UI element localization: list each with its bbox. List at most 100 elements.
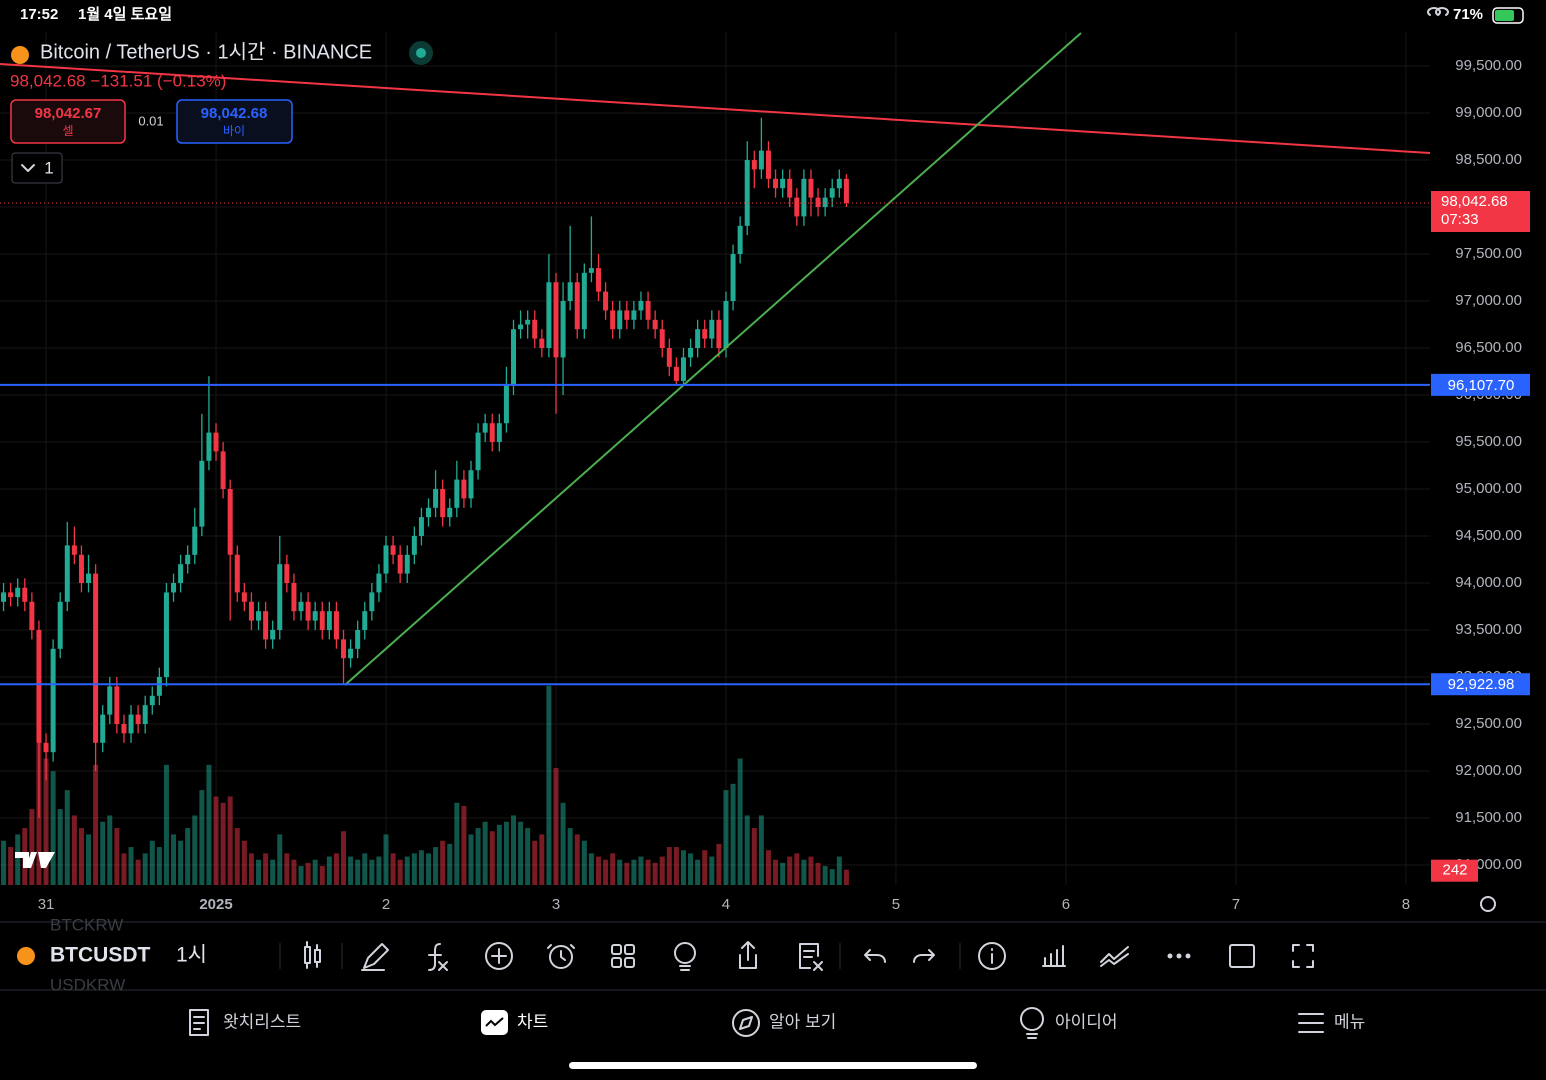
nav-item[interactable]: 왓치리스트 bbox=[223, 1012, 301, 1031]
candle-body bbox=[277, 564, 283, 630]
candle-body bbox=[702, 329, 708, 339]
volume-bar bbox=[652, 862, 658, 885]
candle-body bbox=[454, 479, 460, 508]
candle-body bbox=[121, 723, 127, 734]
layers-toggle[interactable] bbox=[11, 152, 63, 184]
volume-bar bbox=[277, 834, 283, 885]
volume-bar bbox=[319, 866, 325, 885]
nav-item[interactable]: 알아 보기 bbox=[769, 1012, 836, 1031]
candle-body bbox=[107, 686, 113, 715]
candle-body bbox=[808, 178, 814, 198]
nav-item[interactable]: 메뉴 bbox=[1334, 1012, 1365, 1031]
nav-item[interactable]: 아이디어 bbox=[1055, 1012, 1118, 1031]
y-tick-label: 94,500.00 bbox=[1455, 527, 1522, 544]
volume-bar bbox=[645, 859, 651, 885]
ideas-icon[interactable] bbox=[674, 942, 696, 971]
volume-bar bbox=[426, 853, 432, 885]
candle-body bbox=[758, 150, 764, 170]
add-icon[interactable] bbox=[485, 942, 513, 970]
symbol[interactable]: BTCUSDT bbox=[50, 944, 150, 967]
alert-icon[interactable] bbox=[547, 944, 575, 969]
candle-body bbox=[525, 319, 531, 325]
candle-body bbox=[404, 554, 410, 574]
compare-icon[interactable] bbox=[1100, 946, 1129, 967]
redo-icon bbox=[913, 949, 935, 963]
candle-body bbox=[475, 432, 481, 471]
volume-bar bbox=[50, 771, 56, 885]
candle-body bbox=[688, 348, 694, 358]
volume-bar bbox=[815, 862, 821, 885]
nav-item[interactable]: 차트 bbox=[517, 1012, 548, 1031]
buy-button[interactable] bbox=[176, 99, 293, 144]
volume-bar bbox=[680, 850, 686, 885]
chevron-icon bbox=[21, 164, 35, 172]
overlay: 91,000.0091,500.0092,000.0092,500.0093,0… bbox=[0, 57, 1530, 913]
fullscreen-icon[interactable] bbox=[1292, 944, 1314, 968]
ghost-symbol: USDKRW bbox=[50, 975, 125, 994]
volume-bar bbox=[688, 853, 694, 885]
volume-bar bbox=[695, 859, 701, 885]
volume-bar bbox=[15, 834, 21, 885]
chart-type-icon[interactable] bbox=[304, 941, 321, 969]
volume-bar bbox=[489, 831, 495, 885]
last-price-label: 98,042.68 bbox=[1441, 193, 1508, 210]
volume-bar bbox=[631, 859, 637, 885]
layout-icon[interactable] bbox=[611, 944, 635, 968]
volume-bar bbox=[702, 850, 708, 885]
volume-bar bbox=[362, 853, 368, 885]
symbol-title[interactable]: Bitcoin / TetherUS · 1시간 · BINANCE bbox=[40, 40, 372, 63]
candle-body bbox=[723, 301, 729, 349]
volume-bar bbox=[666, 847, 672, 885]
draw-icon[interactable] bbox=[361, 943, 389, 971]
candle-body bbox=[156, 676, 162, 696]
layers-count: 1 bbox=[44, 158, 53, 177]
candle-body bbox=[744, 160, 750, 226]
volume-bar bbox=[751, 828, 757, 885]
indicators-icon[interactable] bbox=[428, 943, 448, 971]
volume-bar bbox=[829, 869, 835, 885]
volume-bar bbox=[447, 843, 453, 885]
volume-bar bbox=[475, 828, 481, 885]
remove-drawings-icon[interactable] bbox=[799, 943, 823, 971]
volume-bar bbox=[737, 758, 743, 885]
candle-body bbox=[737, 225, 743, 255]
y-tick-label: 91,500.00 bbox=[1455, 809, 1522, 826]
trend-line bbox=[344, 32, 1082, 686]
x-tick-label: 6 bbox=[1062, 896, 1070, 913]
x-tick-label: 2 bbox=[382, 896, 390, 913]
candle-body bbox=[595, 268, 601, 292]
volume-bar bbox=[603, 859, 609, 885]
volume-bar bbox=[206, 764, 212, 885]
sell-button[interactable] bbox=[10, 99, 126, 144]
candle-body bbox=[390, 545, 396, 555]
volume-bar bbox=[532, 840, 538, 885]
info-icon[interactable] bbox=[978, 942, 1006, 970]
candle-body bbox=[284, 564, 290, 583]
share-icon[interactable] bbox=[739, 941, 757, 969]
candle-body bbox=[369, 592, 375, 612]
settings-icon[interactable] bbox=[1480, 896, 1496, 912]
candle-body bbox=[461, 479, 467, 499]
panel-icon[interactable] bbox=[1229, 944, 1255, 968]
candle-body bbox=[86, 573, 92, 583]
more-icon[interactable] bbox=[1167, 953, 1191, 959]
explore-icon bbox=[732, 1009, 760, 1037]
candle-body bbox=[447, 507, 453, 518]
volume-bar bbox=[638, 856, 644, 885]
candle-body bbox=[765, 150, 771, 179]
interval[interactable]: 1시 bbox=[176, 944, 207, 967]
candle-body bbox=[652, 319, 658, 330]
volume-bar bbox=[595, 856, 601, 885]
y-tick-label: 95,500.00 bbox=[1455, 433, 1522, 450]
volume-bar bbox=[581, 840, 587, 885]
volume-bar bbox=[220, 802, 226, 885]
candle-body bbox=[815, 197, 821, 208]
candle-body bbox=[418, 517, 424, 536]
candle-body bbox=[539, 338, 545, 349]
x-tick-label: 4 bbox=[722, 896, 730, 913]
price-tag-label: 96,107.70 bbox=[1448, 377, 1515, 394]
undo-icon[interactable] bbox=[864, 949, 886, 963]
volume-bar bbox=[71, 815, 77, 885]
candle-body bbox=[178, 564, 184, 583]
financials-icon[interactable] bbox=[1042, 945, 1066, 967]
